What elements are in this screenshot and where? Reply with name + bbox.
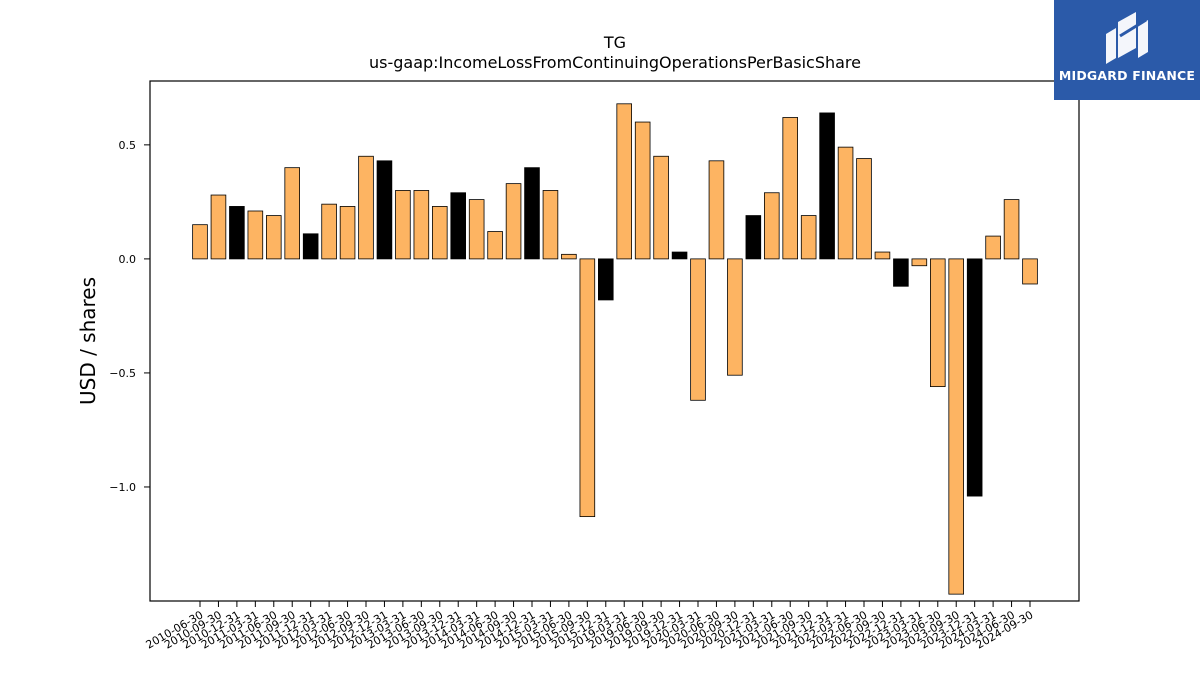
bar-2012-03-31 [321, 203, 337, 260]
bar-2020-09-30 [727, 258, 743, 376]
logo-text: MIDGARD FINANCE [1058, 68, 1196, 83]
bar-2015-03-31 [542, 190, 559, 260]
bar-2011-12-31 [302, 233, 319, 260]
bar-2023-03-31 [911, 258, 928, 267]
x-ticks-group: 2010-06-302010-09-302010-12-312011-03-31… [144, 601, 1036, 652]
bars-group [192, 103, 1038, 595]
bar-2019-12-31 [671, 251, 688, 260]
bar-2024-03-31 [985, 235, 1001, 260]
y-axis-label: USD / shares [76, 277, 100, 405]
chart-title: TG [603, 33, 626, 52]
bar-2019-03-31 [616, 103, 633, 260]
bar-2022-06-30 [856, 158, 872, 260]
plot-frame [149, 80, 1080, 602]
bar-2013-06-30 [413, 190, 430, 260]
bar-2015-12-31 [598, 258, 614, 301]
bar-2020-03-31 [690, 258, 706, 401]
y-tick-label: 0.5 [119, 139, 137, 152]
bar-2010-12-31 [229, 206, 245, 260]
y-tick-label: 0.0 [119, 253, 137, 266]
bar-2012-06-30 [339, 206, 356, 260]
bar-2023-09-30 [948, 258, 965, 595]
bar-2013-09-30 [431, 206, 448, 260]
bar-2014-12-31 [524, 167, 540, 260]
bar-2015-06-30 [561, 253, 577, 260]
bar-2022-12-31 [893, 258, 909, 287]
midgard-logo-icon [1106, 12, 1148, 64]
bar-2013-03-31 [395, 190, 411, 260]
bar-2022-03-31 [837, 146, 854, 260]
bar-2019-09-30 [653, 155, 669, 260]
y-tick-label: −0.5 [109, 367, 136, 380]
midgard-finance-logo: MIDGARD FINANCE [1054, 0, 1200, 100]
bar-2013-12-31 [450, 192, 466, 260]
bar-2021-03-31 [764, 192, 780, 260]
bar-2023-06-30 [930, 258, 946, 388]
bar-2015-09-30 [579, 258, 596, 518]
bar-2023-12-31 [966, 258, 983, 497]
bar-2014-09-30 [505, 183, 522, 260]
bar-2011-09-30 [284, 167, 300, 260]
bar-2024-09-30 [1022, 258, 1038, 285]
y-ticks-group: 0.5 0.0 −0.5 −1.0 [109, 139, 150, 494]
bar-2012-12-31 [376, 160, 393, 260]
bar-2021-12-31 [819, 112, 835, 260]
bar-2020-06-30 [708, 160, 725, 260]
bar-2010-09-30 [210, 194, 227, 260]
bar-2020-12-31 [745, 215, 762, 260]
bar-2010-06-30 [192, 224, 208, 260]
bar-2014-03-31 [468, 199, 485, 260]
bar-2011-03-31 [247, 210, 264, 260]
chart-subtitle: us-gaap:IncomeLossFromContinuingOperatio… [369, 53, 861, 72]
bar-2019-06-30 [634, 121, 651, 260]
bar-2011-06-30 [265, 215, 282, 260]
bar-2012-09-30 [358, 155, 374, 260]
bar-2024-06-30 [1003, 199, 1020, 260]
bar-2021-06-30 [782, 117, 799, 260]
y-tick-label: −1.0 [109, 481, 136, 494]
bar-2021-09-30 [800, 215, 817, 260]
bar-2014-06-30 [487, 231, 503, 260]
bar-2022-09-30 [874, 251, 891, 260]
